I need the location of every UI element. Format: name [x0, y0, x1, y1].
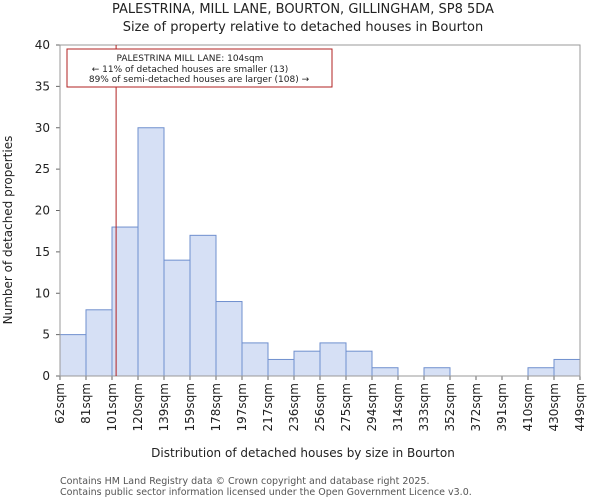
y-axis-ticks: 0 5 10 15 20 25 30 35 40	[35, 38, 60, 383]
x-tick-label: 294sqm	[365, 383, 379, 431]
annotation-frame	[66, 48, 333, 88]
footer-line-1: Contains HM Land Registry data © Crown c…	[60, 476, 430, 487]
y-tick-label: 40	[35, 38, 50, 52]
bar-236sqm	[293, 350, 321, 377]
bar-120sqm	[137, 127, 165, 377]
y-tick-label: 25	[35, 162, 50, 176]
annotation-line-2: ← 11% of detached houses are smaller (13…	[92, 65, 289, 75]
x-tick-label: 178sqm	[209, 383, 223, 431]
y-tick-label: 35	[35, 79, 50, 93]
x-tick-label: 81sqm	[79, 383, 93, 424]
bar-217sqm	[267, 358, 295, 377]
x-tick-label: 236sqm	[287, 383, 301, 431]
x-tick-label: 314sqm	[391, 383, 405, 431]
bars	[59, 127, 581, 377]
bar-178sqm	[215, 301, 243, 377]
y-axis-label: Number of detached properties	[1, 136, 15, 325]
bar-410sqm	[527, 367, 555, 377]
bar-256sqm	[319, 342, 347, 377]
bar-275sqm	[345, 350, 373, 377]
x-tick-label: 430sqm	[547, 383, 561, 431]
annotation-line-3: 89% of semi-detached houses are larger (…	[89, 75, 310, 85]
bar-62sqm	[59, 334, 87, 377]
y-tick-label: 20	[35, 204, 50, 218]
x-tick-label: 159sqm	[183, 383, 197, 431]
bar-197sqm	[241, 342, 269, 377]
y-tick-label: 10	[35, 286, 50, 300]
bar-294sqm	[371, 367, 399, 377]
chart-title: PALESTRINA, MILL LANE, BOURTON, GILLINGH…	[112, 2, 494, 17]
x-tick-label: 197sqm	[235, 383, 249, 431]
x-tick-label: 333sqm	[417, 383, 431, 431]
annotation-box: PALESTRINA MILL LANE: 104sqm ← 11% of de…	[66, 48, 333, 88]
x-tick-label: 139sqm	[157, 383, 171, 431]
plot-frame	[59, 44, 581, 377]
y-tick-label: 5	[42, 328, 50, 342]
x-tick-label: 449sqm	[573, 383, 587, 431]
y-tick-label: 15	[35, 245, 50, 259]
bar-430sqm	[553, 358, 581, 377]
x-tick-label: 62sqm	[53, 383, 67, 424]
y-tick-label: 30	[35, 121, 50, 135]
x-tick-label: 217sqm	[261, 383, 275, 431]
x-tick-label: 352sqm	[443, 383, 457, 431]
x-tick-label: 410sqm	[521, 383, 535, 431]
x-tick-label: 256sqm	[313, 383, 327, 431]
annotation-line-1: PALESTRINA MILL LANE: 104sqm	[117, 54, 264, 64]
x-axis-ticks: 62sqm 81sqm 101sqm 120sqm 139sqm 159sqm 178sqm…	[53, 376, 587, 431]
y-tick-label: 0	[42, 369, 50, 383]
x-tick-label: 101sqm	[105, 383, 119, 431]
x-tick-label: 120sqm	[131, 383, 145, 431]
x-tick-label: 372sqm	[469, 383, 483, 431]
bar-81sqm	[85, 309, 113, 377]
bar-139sqm	[163, 259, 191, 377]
x-axis-label: Distribution of detached houses by size …	[151, 446, 455, 460]
x-tick-label: 391sqm	[495, 383, 509, 431]
x-tick-label: 275sqm	[339, 383, 353, 431]
bar-333sqm	[423, 367, 451, 377]
footer-line-2: Contains public sector information licen…	[60, 487, 472, 498]
chart-subtitle: Size of property relative to detached ho…	[123, 20, 484, 35]
bar-159sqm	[189, 234, 217, 377]
